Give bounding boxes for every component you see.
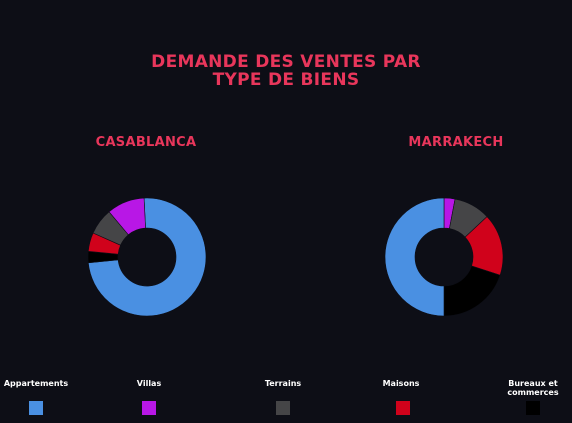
legend-swatch-appartements bbox=[29, 401, 43, 415]
slice-bureaux-et-commerces bbox=[443, 265, 501, 317]
legend-label-maisons: Maisons bbox=[382, 379, 420, 388]
marrakech-donut-chart bbox=[384, 197, 504, 317]
chart-title-line2: TYPE DE BIENS bbox=[212, 70, 360, 90]
casablanca-donut-chart bbox=[87, 197, 207, 317]
slice-appartements bbox=[87, 197, 207, 317]
chart-title-line1: DEMANDE DES VENTES PAR bbox=[151, 52, 421, 72]
legend-label-appartements: Appartements bbox=[3, 379, 69, 388]
legend-swatch-villas bbox=[142, 401, 156, 415]
legend-swatch-maisons bbox=[396, 401, 410, 415]
casablanca-title: CASABLANCA bbox=[95, 135, 197, 150]
slice-appartements bbox=[384, 197, 445, 317]
slice-villas bbox=[108, 197, 146, 236]
legend-label-terrains: Terrains bbox=[264, 379, 302, 388]
legend-swatch-bureaux-et-commerces bbox=[526, 401, 540, 415]
marrakech-title: MARRAKECH bbox=[408, 135, 504, 150]
legend-label-bureaux-et-commerces: Bureaux et commerces bbox=[507, 379, 559, 397]
legend-swatch-terrains bbox=[276, 401, 290, 415]
legend-label-villas: Villas bbox=[136, 379, 162, 388]
